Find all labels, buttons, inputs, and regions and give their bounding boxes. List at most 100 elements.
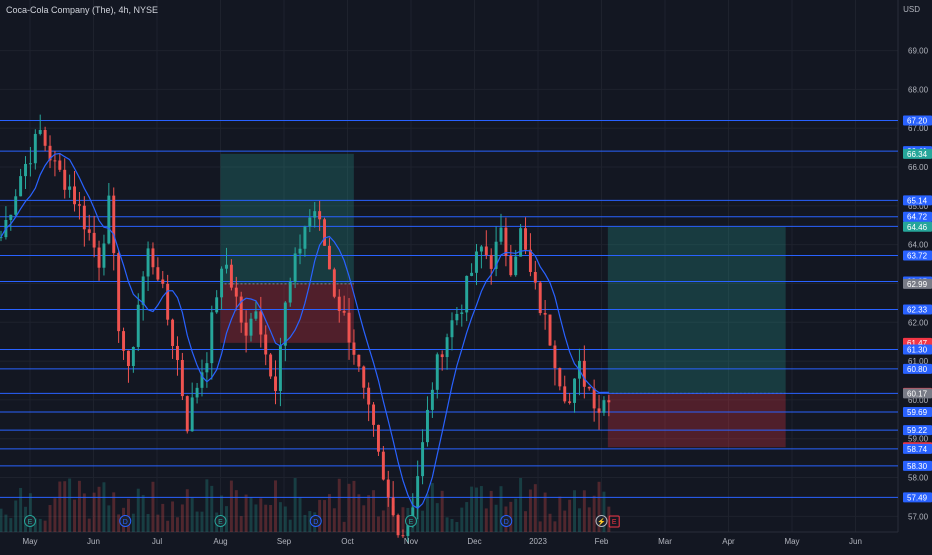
volume-bar — [28, 493, 32, 532]
volume-bar — [430, 483, 434, 532]
grid — [0, 0, 899, 533]
candle-body — [514, 256, 518, 276]
candle-body — [107, 195, 111, 244]
candle-body — [239, 296, 243, 323]
dividend-marker — [500, 515, 513, 527]
candle-body — [19, 176, 23, 197]
volume-bar — [244, 494, 248, 532]
volume-bar — [210, 485, 214, 532]
candle-body — [63, 169, 67, 190]
candle-body — [519, 228, 523, 257]
volume-bar — [582, 490, 586, 532]
price-tag — [903, 425, 932, 436]
volume-bar — [87, 518, 91, 532]
price-tag-label: 64.72 — [907, 213, 928, 222]
volume-bar — [229, 480, 233, 532]
price-tick-label: 60.00 — [908, 396, 929, 405]
price-tag — [903, 195, 932, 206]
volume-bar — [220, 495, 224, 532]
volume-bar — [0, 508, 3, 532]
candle-body — [141, 276, 145, 305]
candle-body — [288, 281, 292, 303]
volume-bar — [141, 495, 145, 532]
volume-bar — [171, 501, 175, 532]
volume-bar — [303, 514, 307, 532]
price-tag-label: 63.72 — [907, 252, 928, 261]
candle-body — [122, 331, 126, 351]
candle-body — [220, 268, 224, 298]
candle-body — [269, 354, 273, 377]
volume-bar — [33, 518, 37, 532]
price-tag — [903, 363, 932, 374]
dividend-marker-label: D — [504, 519, 509, 526]
volume-bar — [249, 496, 253, 532]
candle-body — [254, 311, 258, 319]
time-tick-label: Oct — [341, 537, 354, 546]
volume-bar — [63, 481, 67, 532]
volume-bar — [205, 479, 209, 532]
volume-bar — [381, 510, 385, 532]
candle-body — [391, 497, 395, 516]
long-position-feb-loss-zone — [607, 393, 786, 448]
time-tick-label: Jun — [87, 537, 100, 546]
price-tag-label: 62.99 — [907, 280, 928, 289]
volume-bar — [455, 521, 459, 532]
volume-bar — [82, 493, 86, 532]
volume-bar — [401, 507, 405, 532]
candle-body — [229, 264, 233, 288]
candle-body — [509, 255, 513, 276]
price-tag — [903, 278, 932, 289]
candle-body — [293, 253, 297, 282]
volume-bar — [73, 499, 77, 532]
candle-body — [308, 217, 312, 227]
time-tick-label: Aug — [213, 537, 227, 546]
currency-label: USD — [903, 5, 920, 14]
candle-body — [504, 227, 508, 256]
candle-body — [313, 211, 317, 218]
candle-body — [558, 367, 562, 387]
volume-bar — [450, 518, 454, 532]
dividend-marker — [309, 515, 322, 527]
candle-body — [151, 248, 155, 268]
volume-bar — [68, 478, 72, 532]
price-tag-label: 65.14 — [907, 196, 928, 205]
volume-bar — [592, 495, 596, 532]
chart-title: Coca-Cola Company (The), 4h, NYSE — [6, 5, 159, 15]
volume-bar — [372, 490, 376, 532]
candle-body — [607, 400, 611, 403]
volume-bar — [190, 497, 194, 532]
volume-bar — [43, 520, 47, 532]
candle-body — [0, 237, 3, 239]
volume-bar — [597, 481, 601, 532]
candle-body — [376, 424, 380, 452]
candle-body — [77, 204, 81, 206]
candle-body — [553, 345, 557, 368]
price-tag — [903, 250, 932, 261]
volume-bar — [602, 491, 606, 532]
candle-body — [573, 378, 577, 403]
candle-body — [445, 337, 449, 358]
price-tag-label: 59.69 — [907, 408, 928, 417]
volume-bar — [509, 501, 513, 532]
price-tick-label: 67.00 — [908, 124, 929, 133]
candle-body — [460, 312, 464, 314]
time-axis: May Jun Jul Aug Sep Oct Nov Dec 2023 Feb Mar Apr May… — [22, 537, 862, 546]
volume-bar — [538, 521, 542, 532]
candle-body — [337, 296, 341, 311]
candle-body — [97, 247, 101, 268]
earnings-upcoming-marker-label: E — [612, 519, 617, 526]
volume-bar — [445, 517, 449, 532]
volume-bar — [553, 521, 557, 532]
volume-bar — [465, 502, 469, 532]
volume-bar — [53, 498, 57, 532]
candle-body — [249, 318, 253, 336]
volume-bar — [161, 503, 165, 532]
volume-bar — [239, 516, 243, 532]
volume-bar — [484, 508, 488, 532]
candle-body — [87, 229, 91, 233]
price-tag — [903, 115, 932, 126]
earnings-upcoming-marker — [608, 515, 620, 528]
volume-bar — [494, 504, 498, 532]
